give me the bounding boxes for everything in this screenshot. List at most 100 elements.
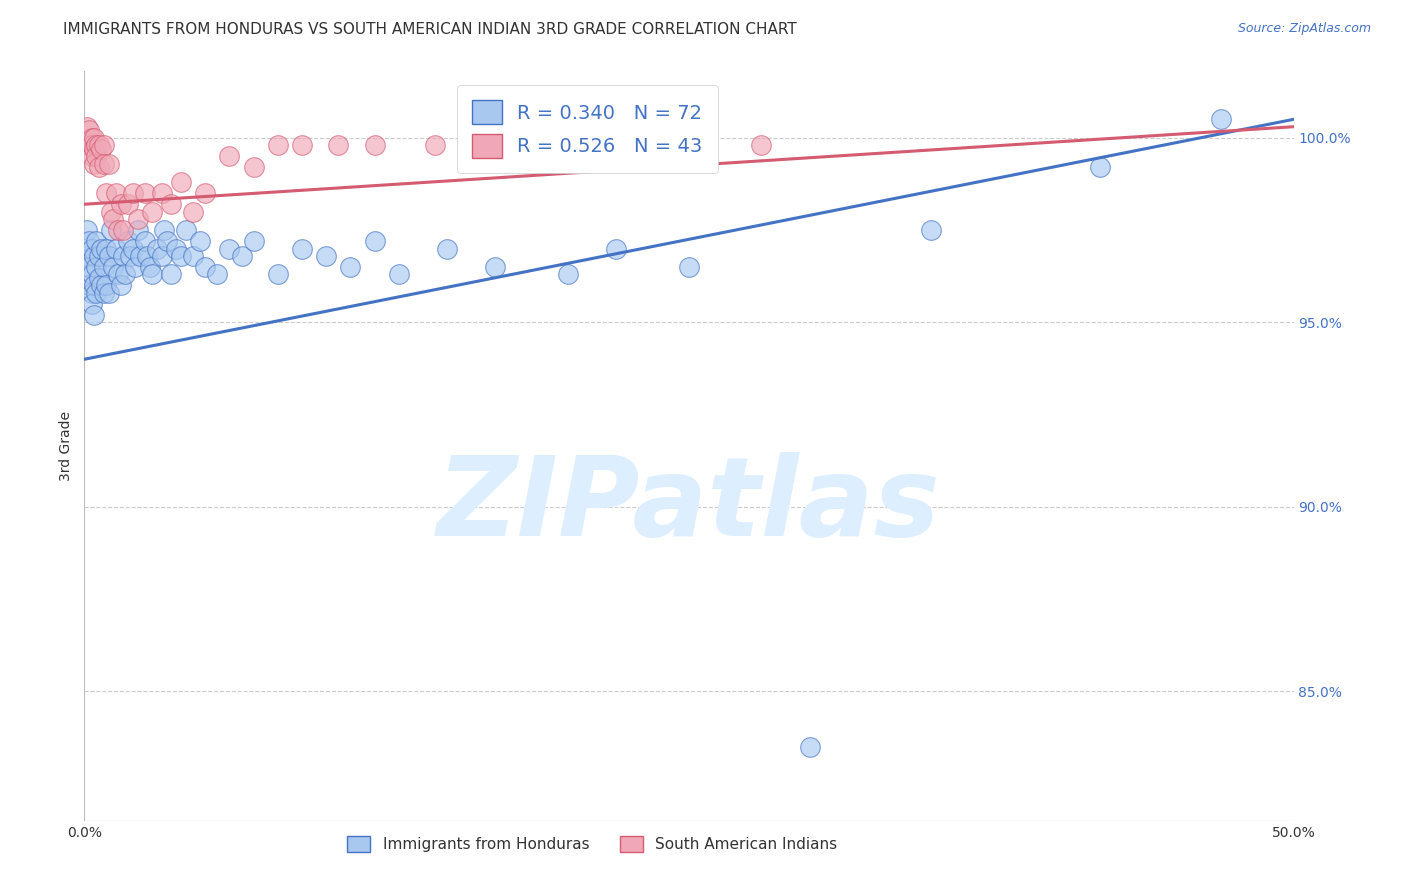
Point [103, 260, 125, 274]
Point [114, 268, 136, 282]
Point [799, 739, 821, 754]
Point [134, 186, 156, 201]
Point [1088, 161, 1111, 175]
Point [83, 308, 105, 322]
Point [86, 149, 108, 163]
Point [557, 268, 579, 282]
Point [80, 285, 103, 300]
Point [363, 234, 385, 248]
Point [121, 242, 143, 256]
Point [150, 249, 173, 263]
Point [83, 156, 105, 170]
Point [87, 249, 110, 263]
Point [181, 249, 204, 263]
Point [174, 223, 197, 237]
Point [112, 223, 135, 237]
Point [136, 249, 159, 263]
Point [97, 156, 120, 170]
Point [194, 186, 217, 201]
Text: Source: ZipAtlas.com: Source: ZipAtlas.com [1237, 22, 1371, 36]
Point [484, 260, 506, 274]
Point [77, 278, 100, 293]
Point [150, 186, 173, 201]
Point [86, 234, 108, 248]
Point [134, 234, 156, 248]
Text: ZIPatlas: ZIPatlas [437, 452, 941, 559]
Point [678, 260, 700, 274]
Point [77, 260, 100, 274]
Point [94, 242, 117, 256]
Point [328, 138, 350, 153]
Point [87, 161, 110, 175]
Point [107, 223, 129, 237]
Point [100, 204, 122, 219]
Point [291, 138, 314, 153]
Point [388, 268, 411, 282]
Point [165, 242, 187, 256]
Point [90, 242, 112, 256]
Point [107, 268, 129, 282]
Point [83, 249, 105, 263]
Point [181, 204, 204, 219]
Point [104, 242, 127, 256]
Point [86, 138, 108, 153]
Point [93, 156, 115, 170]
Point [267, 268, 290, 282]
Point [100, 223, 122, 237]
Point [77, 138, 100, 153]
Point [83, 142, 105, 156]
Point [146, 242, 169, 256]
Point [90, 142, 112, 156]
Point [87, 271, 110, 285]
Point [76, 249, 98, 263]
Point [80, 242, 103, 256]
Point [110, 278, 132, 293]
Point [141, 268, 163, 282]
Point [83, 130, 105, 145]
Point [86, 260, 108, 274]
Point [436, 242, 458, 256]
Point [86, 285, 108, 300]
Point [76, 223, 98, 237]
Point [423, 138, 446, 153]
Point [94, 186, 117, 201]
Point [80, 297, 103, 311]
Point [104, 186, 127, 201]
Point [160, 197, 183, 211]
Point [93, 138, 115, 153]
Point [97, 249, 120, 263]
Point [94, 278, 117, 293]
Point [153, 223, 176, 237]
Point [110, 197, 132, 211]
Point [87, 138, 110, 153]
Point [90, 278, 112, 293]
Point [190, 234, 212, 248]
Point [80, 268, 103, 282]
Point [117, 234, 139, 248]
Point [207, 268, 229, 282]
Point [218, 242, 240, 256]
Point [120, 249, 142, 263]
Point [557, 138, 579, 153]
Point [127, 223, 149, 237]
Text: IMMIGRANTS FROM HONDURAS VS SOUTH AMERICAN INDIAN 3RD GRADE CORRELATION CHART: IMMIGRANTS FROM HONDURAS VS SOUTH AMERIC… [63, 22, 797, 37]
Point [141, 204, 163, 219]
Point [80, 138, 103, 153]
Point [138, 260, 160, 274]
Point [315, 249, 337, 263]
Point [93, 285, 115, 300]
Point [127, 212, 149, 227]
Point [121, 186, 143, 201]
Point [339, 260, 361, 274]
Point [83, 278, 105, 293]
Point [80, 130, 103, 145]
Point [129, 249, 152, 263]
Point [77, 234, 100, 248]
Point [242, 161, 264, 175]
Point [112, 249, 135, 263]
Y-axis label: 3rd Grade: 3rd Grade [59, 411, 73, 481]
Point [93, 260, 115, 274]
Point [242, 234, 264, 248]
Point [605, 242, 627, 256]
Point [160, 268, 183, 282]
